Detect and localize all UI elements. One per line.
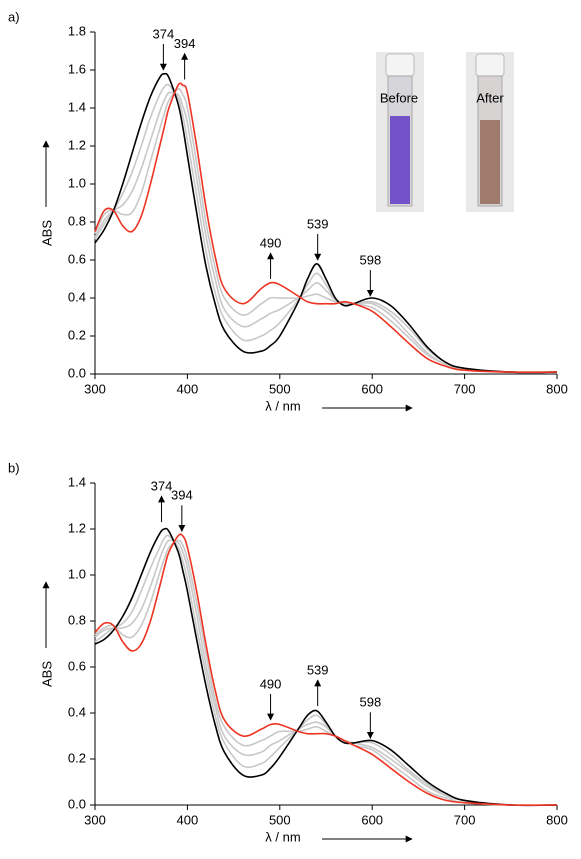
y-tick-label: 1.0 <box>68 175 86 190</box>
annotation-label: 539 <box>307 663 329 678</box>
y-tick-label: 1.0 <box>68 566 86 581</box>
x-tick-label: 400 <box>177 812 199 827</box>
annotation-label: 394 <box>174 36 196 51</box>
x-tick-label: 700 <box>454 381 476 396</box>
spectrum-line <box>94 72 558 374</box>
spectrum-line <box>94 83 558 374</box>
inset-label: Before <box>380 90 418 105</box>
spectrum-line <box>94 82 558 374</box>
y-tick-label: 0.2 <box>68 327 86 342</box>
spectrum-line <box>94 533 558 806</box>
annotation-label: 394 <box>171 488 193 503</box>
x-axis-label: λ / nm <box>265 829 300 844</box>
x-tick-label: 300 <box>84 381 106 396</box>
y-tick-label: 0.6 <box>68 658 86 673</box>
y-tick-label: 0.0 <box>68 365 86 380</box>
annotation-label: 598 <box>360 695 382 710</box>
y-tick-label: 0.2 <box>68 750 86 765</box>
liquid <box>480 120 500 204</box>
x-tick-label: 800 <box>546 381 568 396</box>
cuvette-cap <box>385 53 415 77</box>
y-axis-label: ABS <box>39 661 54 687</box>
x-tick-label: 300 <box>84 812 106 827</box>
y-tick-label: 1.4 <box>68 474 86 489</box>
y-axis-label: ABS <box>39 220 54 246</box>
spectrum-line <box>94 539 558 806</box>
y-tick-label: 1.2 <box>68 520 86 535</box>
spectrum-line <box>94 527 558 807</box>
x-tick-label: 400 <box>177 381 199 396</box>
x-tick-label: 500 <box>269 381 291 396</box>
y-tick-label: 1.6 <box>68 61 86 76</box>
y-tick-label: 1.8 <box>68 23 86 38</box>
inset-label: After <box>476 90 504 105</box>
annotation-label: 490 <box>260 676 282 691</box>
y-tick-label: 0.4 <box>68 289 86 304</box>
cuvette-cap <box>475 53 505 77</box>
y-tick-label: 1.2 <box>68 137 86 152</box>
y-tick-label: 0.0 <box>68 796 86 811</box>
x-axis-label: λ / nm <box>265 398 300 413</box>
y-tick-label: 0.4 <box>68 704 86 719</box>
spectrum-line <box>94 88 558 374</box>
spectrum-line <box>94 534 558 807</box>
panel-label: a) <box>8 9 20 24</box>
y-tick-label: 0.6 <box>68 251 86 266</box>
x-tick-label: 700 <box>454 812 476 827</box>
x-tick-label: 800 <box>546 812 568 827</box>
x-tick-label: 500 <box>269 812 291 827</box>
y-tick-label: 0.8 <box>68 213 86 228</box>
x-tick-label: 600 <box>361 381 383 396</box>
spectrum-line <box>94 91 558 374</box>
annotation-label: 490 <box>260 235 282 250</box>
spectrum-line <box>94 539 558 807</box>
y-tick-label: 1.4 <box>68 99 86 114</box>
annotation-label: 539 <box>307 216 329 231</box>
inset-photo: Before After <box>376 52 514 212</box>
liquid <box>390 116 410 204</box>
annotation-label: 598 <box>360 253 382 268</box>
annotation-label: 374 <box>153 26 175 41</box>
y-tick-label: 0.8 <box>68 612 86 627</box>
x-tick-label: 600 <box>361 812 383 827</box>
panel-label: b) <box>8 460 20 475</box>
annotation-label: 374 <box>151 479 173 494</box>
